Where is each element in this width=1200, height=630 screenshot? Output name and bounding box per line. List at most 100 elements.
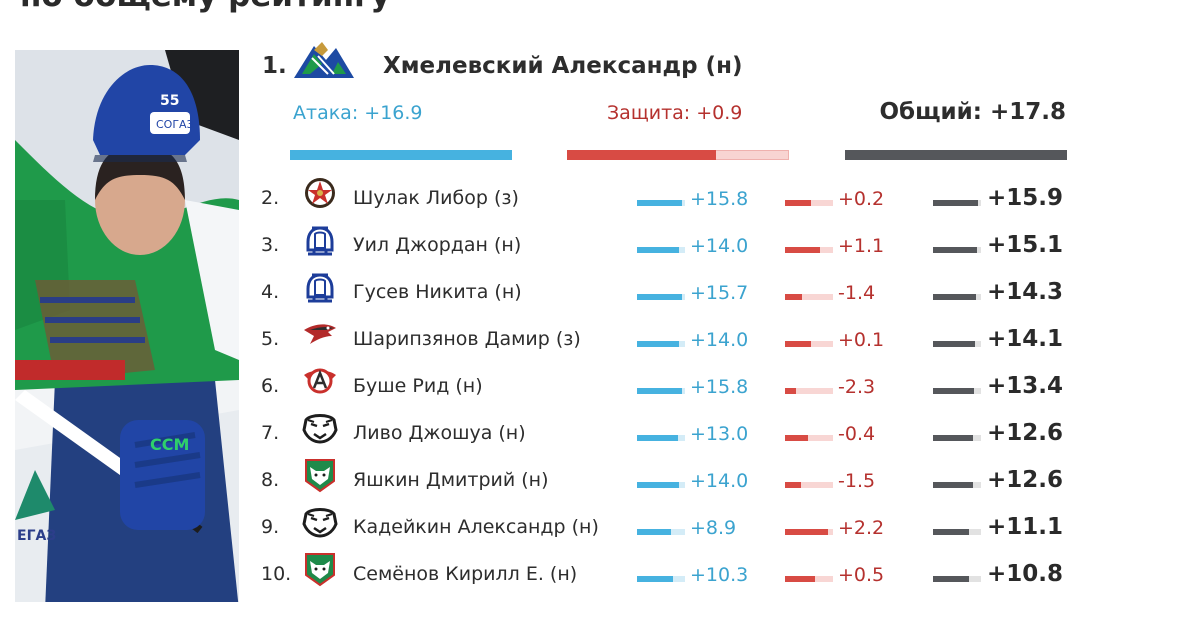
attack-value: +15.7 [690, 282, 749, 304]
player-rank: 9. [261, 516, 280, 538]
defense-value: +0.1 [838, 329, 885, 351]
total-bar [933, 529, 981, 535]
player-rank: 10. [261, 563, 292, 585]
total-value: +15.1 [987, 232, 1064, 258]
player-name: Гусев Никита (н) [353, 281, 522, 303]
player-rank: 6. [261, 375, 280, 397]
leader-rank: 1. [262, 53, 287, 79]
leader-defense-label: Защита: +0.9 [607, 102, 743, 124]
list-item: 5. Шарипзянов Дамир (з) +14.0 +0.1 +14.1 [260, 316, 1080, 363]
defense-value: -1.4 [838, 282, 876, 304]
avangard-hawk-logo [304, 324, 336, 344]
leader-attack-label: Атака: +16.9 [293, 102, 423, 124]
defense-bar [785, 341, 833, 347]
svg-text:ЕГАЗ: ЕГАЗ [17, 528, 56, 544]
attack-value: +15.8 [690, 376, 749, 398]
player-name: Уил Джордан (н) [353, 234, 522, 256]
defense-bar [785, 388, 833, 394]
traktor-logo [302, 508, 338, 538]
attack-bar [637, 341, 685, 347]
traktor-logo [302, 414, 338, 444]
total-value: +15.9 [987, 185, 1064, 211]
total-bar [933, 200, 981, 206]
list-item: 9. Кадейкин Александр (н) +8.9 +2.2 +11.… [260, 504, 1080, 551]
total-value: +12.6 [987, 467, 1064, 493]
ak-bars-logo [305, 553, 335, 587]
attack-value: +13.0 [690, 423, 749, 445]
list-item: 3. Уил Джордан (н) +14.0 +1.1 +15.1 [260, 222, 1080, 269]
list-item: 10. Семёнов Кирилл Е. (н) +10.3 +0.5 +10… [260, 551, 1080, 598]
player-name: Ливо Джошуа (н) [353, 422, 526, 444]
leader-block: 1. Хмелевский Александр (н) Атака: +16.9… [260, 40, 1080, 170]
total-value: +13.4 [987, 373, 1064, 399]
defense-bar [785, 294, 833, 300]
leader-total-bar [845, 150, 1067, 160]
defense-bar [785, 200, 833, 206]
player-rank: 4. [261, 281, 280, 303]
player-rank: 8. [261, 469, 280, 491]
player-rank: 7. [261, 422, 280, 444]
player-name: Буше Рид (н) [353, 375, 483, 397]
dynamo-logo [306, 273, 334, 303]
defense-bar [785, 529, 833, 535]
avtomobilist-logo [304, 368, 336, 394]
player-name: Шарипзянов Дамир (з) [353, 328, 581, 350]
defense-value: -2.3 [838, 376, 876, 398]
total-value: +10.8 [987, 561, 1064, 587]
svg-text:СОГАЗ: СОГАЗ [156, 118, 194, 131]
total-value: +12.6 [987, 420, 1064, 446]
attack-bar [637, 482, 685, 488]
attack-value: +14.0 [690, 235, 749, 257]
list-item: 7. Ливо Джошуа (н) +13.0 -0.4 +12.6 [260, 410, 1080, 457]
leader-total-label: Общий: +17.8 [879, 99, 1067, 125]
defense-value: +2.2 [838, 517, 885, 539]
page-title: по общему рейтингу [20, 0, 391, 14]
total-bar [933, 482, 981, 488]
defense-bar [785, 576, 833, 582]
avangard-star-logo [305, 178, 335, 208]
defense-value: +0.2 [838, 188, 885, 210]
list-item: 6. Буше Рид (н) +15.8 -2.3 +13.4 [260, 363, 1080, 410]
player-rank: 5. [261, 328, 280, 350]
attack-bar [637, 529, 685, 535]
salavat-yulaev-logo [294, 42, 354, 78]
player-name: Шулак Либор (з) [353, 187, 519, 209]
svg-text:55: 55 [160, 93, 179, 109]
dynamo-logo [306, 226, 334, 256]
total-bar [933, 576, 981, 582]
attack-value: +15.8 [690, 188, 749, 210]
list-item: 2. Шулак Либор (з) +15.8 +0.2 +15.9 [260, 175, 1080, 222]
total-bar [933, 341, 981, 347]
total-bar [933, 388, 981, 394]
total-value: +14.3 [987, 279, 1064, 305]
defense-value: +1.1 [838, 235, 885, 257]
leader-attack-bar [290, 150, 512, 160]
attack-bar [637, 247, 685, 253]
total-bar [933, 247, 981, 253]
leader-defense-bar [567, 150, 789, 160]
defense-bar [785, 435, 833, 441]
defense-value: -1.5 [838, 470, 876, 492]
list-item: 4. Гусев Никита (н) +15.7 -1.4 +14.3 [260, 269, 1080, 316]
list-item: 8. Яшкин Дмитрий (н) +14.0 -1.5 +12.6 [260, 457, 1080, 504]
ak-bars-logo [305, 459, 335, 493]
attack-bar [637, 388, 685, 394]
player-rank: 2. [261, 187, 280, 209]
defense-bar [785, 247, 833, 253]
total-value: +11.1 [987, 514, 1064, 540]
player-name: Кадейкин Александр (н) [353, 516, 599, 538]
attack-bar [637, 576, 685, 582]
total-bar [933, 294, 981, 300]
total-bar [933, 435, 981, 441]
player-rank: 3. [261, 234, 280, 256]
attack-bar [637, 200, 685, 206]
total-value: +14.1 [987, 326, 1064, 352]
attack-value: +14.0 [690, 470, 749, 492]
hockey-player-photo: СОГАЗ 55 CCM ЕГАЗ [15, 50, 239, 602]
defense-value: +0.5 [838, 564, 885, 586]
attack-value: +8.9 [690, 517, 737, 539]
attack-bar [637, 294, 685, 300]
defense-value: -0.4 [838, 423, 876, 445]
leader-name: Хмелевский Александр (н) [383, 53, 743, 79]
attack-value: +10.3 [690, 564, 749, 586]
